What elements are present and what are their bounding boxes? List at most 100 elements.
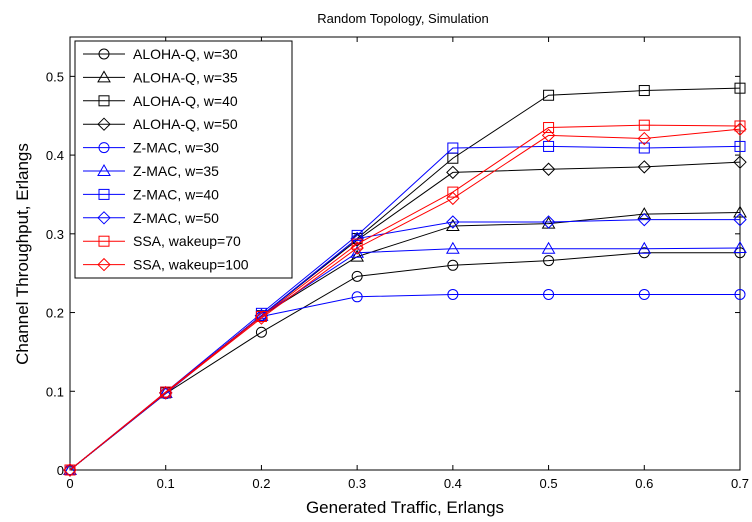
legend-label: ALOHA-Q, w=40	[133, 93, 238, 109]
data-point	[734, 288, 746, 300]
data-point	[98, 142, 110, 154]
legend-box	[74, 40, 293, 279]
data-point	[351, 291, 363, 303]
data-point	[97, 257, 111, 272]
data-point	[446, 215, 460, 229]
data-point	[637, 207, 652, 220]
legend-item: SSA, wakeup=100	[83, 257, 249, 273]
data-point	[447, 186, 459, 198]
data-point	[734, 120, 746, 132]
data-point	[97, 163, 111, 176]
data-point	[97, 70, 111, 83]
legend-item: Z-MAC, w=35	[83, 163, 219, 179]
y-tick-label: 0.4	[46, 148, 64, 163]
data-point	[159, 386, 173, 400]
data-point	[98, 95, 110, 107]
data-point	[447, 142, 459, 154]
y-axis-label: Channel Throughput, Erlangs	[13, 143, 32, 365]
data-point	[98, 48, 110, 60]
data-point	[541, 162, 556, 176]
legend-item: Z-MAC, w=40	[83, 186, 219, 202]
data-point	[637, 212, 651, 227]
data-point	[541, 215, 556, 229]
y-tick-label: 0.5	[46, 69, 64, 84]
legend-label: SSA, wakeup=100	[133, 257, 249, 273]
x-tick-label: 0.6	[635, 476, 653, 491]
data-point	[254, 311, 269, 325]
series-line	[69, 124, 741, 471]
data-point	[446, 191, 460, 206]
series-1	[64, 247, 746, 476]
series-9	[64, 119, 746, 476]
data-point	[734, 82, 746, 94]
legend-item: ALOHA-Q, w=50	[83, 116, 238, 132]
chart-title: Random Topology, Simulation	[317, 11, 489, 26]
data-point	[734, 140, 746, 152]
data-point	[637, 160, 651, 174]
data-point	[351, 270, 363, 282]
legend-item: ALOHA-Q, w=35	[83, 69, 238, 85]
data-point	[637, 241, 652, 254]
series-line	[69, 128, 741, 471]
legend-item: Z-MAC, w=30	[83, 140, 219, 156]
data-point	[447, 259, 459, 271]
legend-label: ALOHA-Q, w=35	[133, 69, 238, 85]
series-10	[63, 122, 747, 477]
x-tick-label: 0.1	[157, 476, 175, 491]
axis-ticks: 0 0.1 0.2 0.3 0.4 0.5 0.6 0.7 0 0.1 0.2 0.3 0.4 0.5	[46, 37, 749, 491]
data-point	[98, 235, 110, 247]
data-point	[543, 89, 555, 101]
data-point	[446, 165, 460, 180]
x-tick-label: 0.7	[731, 476, 749, 491]
data-point	[541, 128, 556, 143]
data-point	[63, 463, 77, 477]
x-tick-label: 0	[66, 476, 73, 491]
legend-label: Z-MAC, w=35	[133, 163, 219, 179]
y-tick-label: 0.1	[46, 384, 64, 399]
data-point	[255, 326, 267, 338]
data-point	[97, 117, 111, 131]
data-point	[733, 240, 747, 253]
data-point	[638, 288, 650, 300]
data-point	[97, 211, 111, 225]
data-point	[541, 241, 556, 254]
data-point	[637, 131, 651, 146]
legend-label: ALOHA-Q, w=50	[133, 116, 238, 132]
data-point	[733, 212, 747, 227]
data-point	[350, 245, 365, 258]
x-tick-label: 0.4	[444, 476, 462, 491]
x-axis-label: Generated Traffic, Erlangs	[306, 498, 504, 517]
data-point	[447, 288, 459, 300]
data-point	[638, 85, 650, 97]
data-point	[543, 255, 555, 267]
data-point	[98, 188, 110, 200]
data-point	[445, 241, 460, 254]
series-line	[69, 252, 740, 471]
legend-item: Z-MAC, w=50	[83, 210, 219, 226]
data-point	[350, 241, 364, 255]
data-point	[733, 155, 747, 169]
legend-item: ALOHA-Q, w=30	[83, 46, 238, 62]
legend-item: SSA, wakeup=70	[83, 233, 241, 249]
legend: ALOHA-Q, w=30 ALOHA-Q, w=35 ALOHA-Q, w=40 A…	[74, 40, 293, 279]
data-point	[638, 142, 650, 154]
legend-label: Z-MAC, w=50	[133, 210, 219, 226]
legend-label: ALOHA-Q, w=30	[133, 46, 238, 62]
data-point	[638, 119, 650, 131]
data-point	[543, 122, 555, 134]
series-layer	[63, 82, 747, 477]
legend-label: SSA, wakeup=70	[133, 233, 241, 249]
data-point	[733, 205, 747, 218]
x-tick-label: 0.5	[540, 476, 558, 491]
y-tick-label: 0.2	[46, 306, 64, 321]
data-point	[64, 464, 76, 476]
x-tick-label: 0.2	[252, 476, 270, 491]
y-tick-label: 0.3	[46, 227, 64, 242]
data-point	[543, 288, 555, 300]
data-point	[351, 229, 363, 241]
legend-label: Z-MAC, w=30	[133, 140, 219, 156]
x-tick-label: 0.3	[348, 476, 366, 491]
data-point	[351, 238, 363, 250]
legend-label: Z-MAC, w=40	[133, 186, 219, 202]
